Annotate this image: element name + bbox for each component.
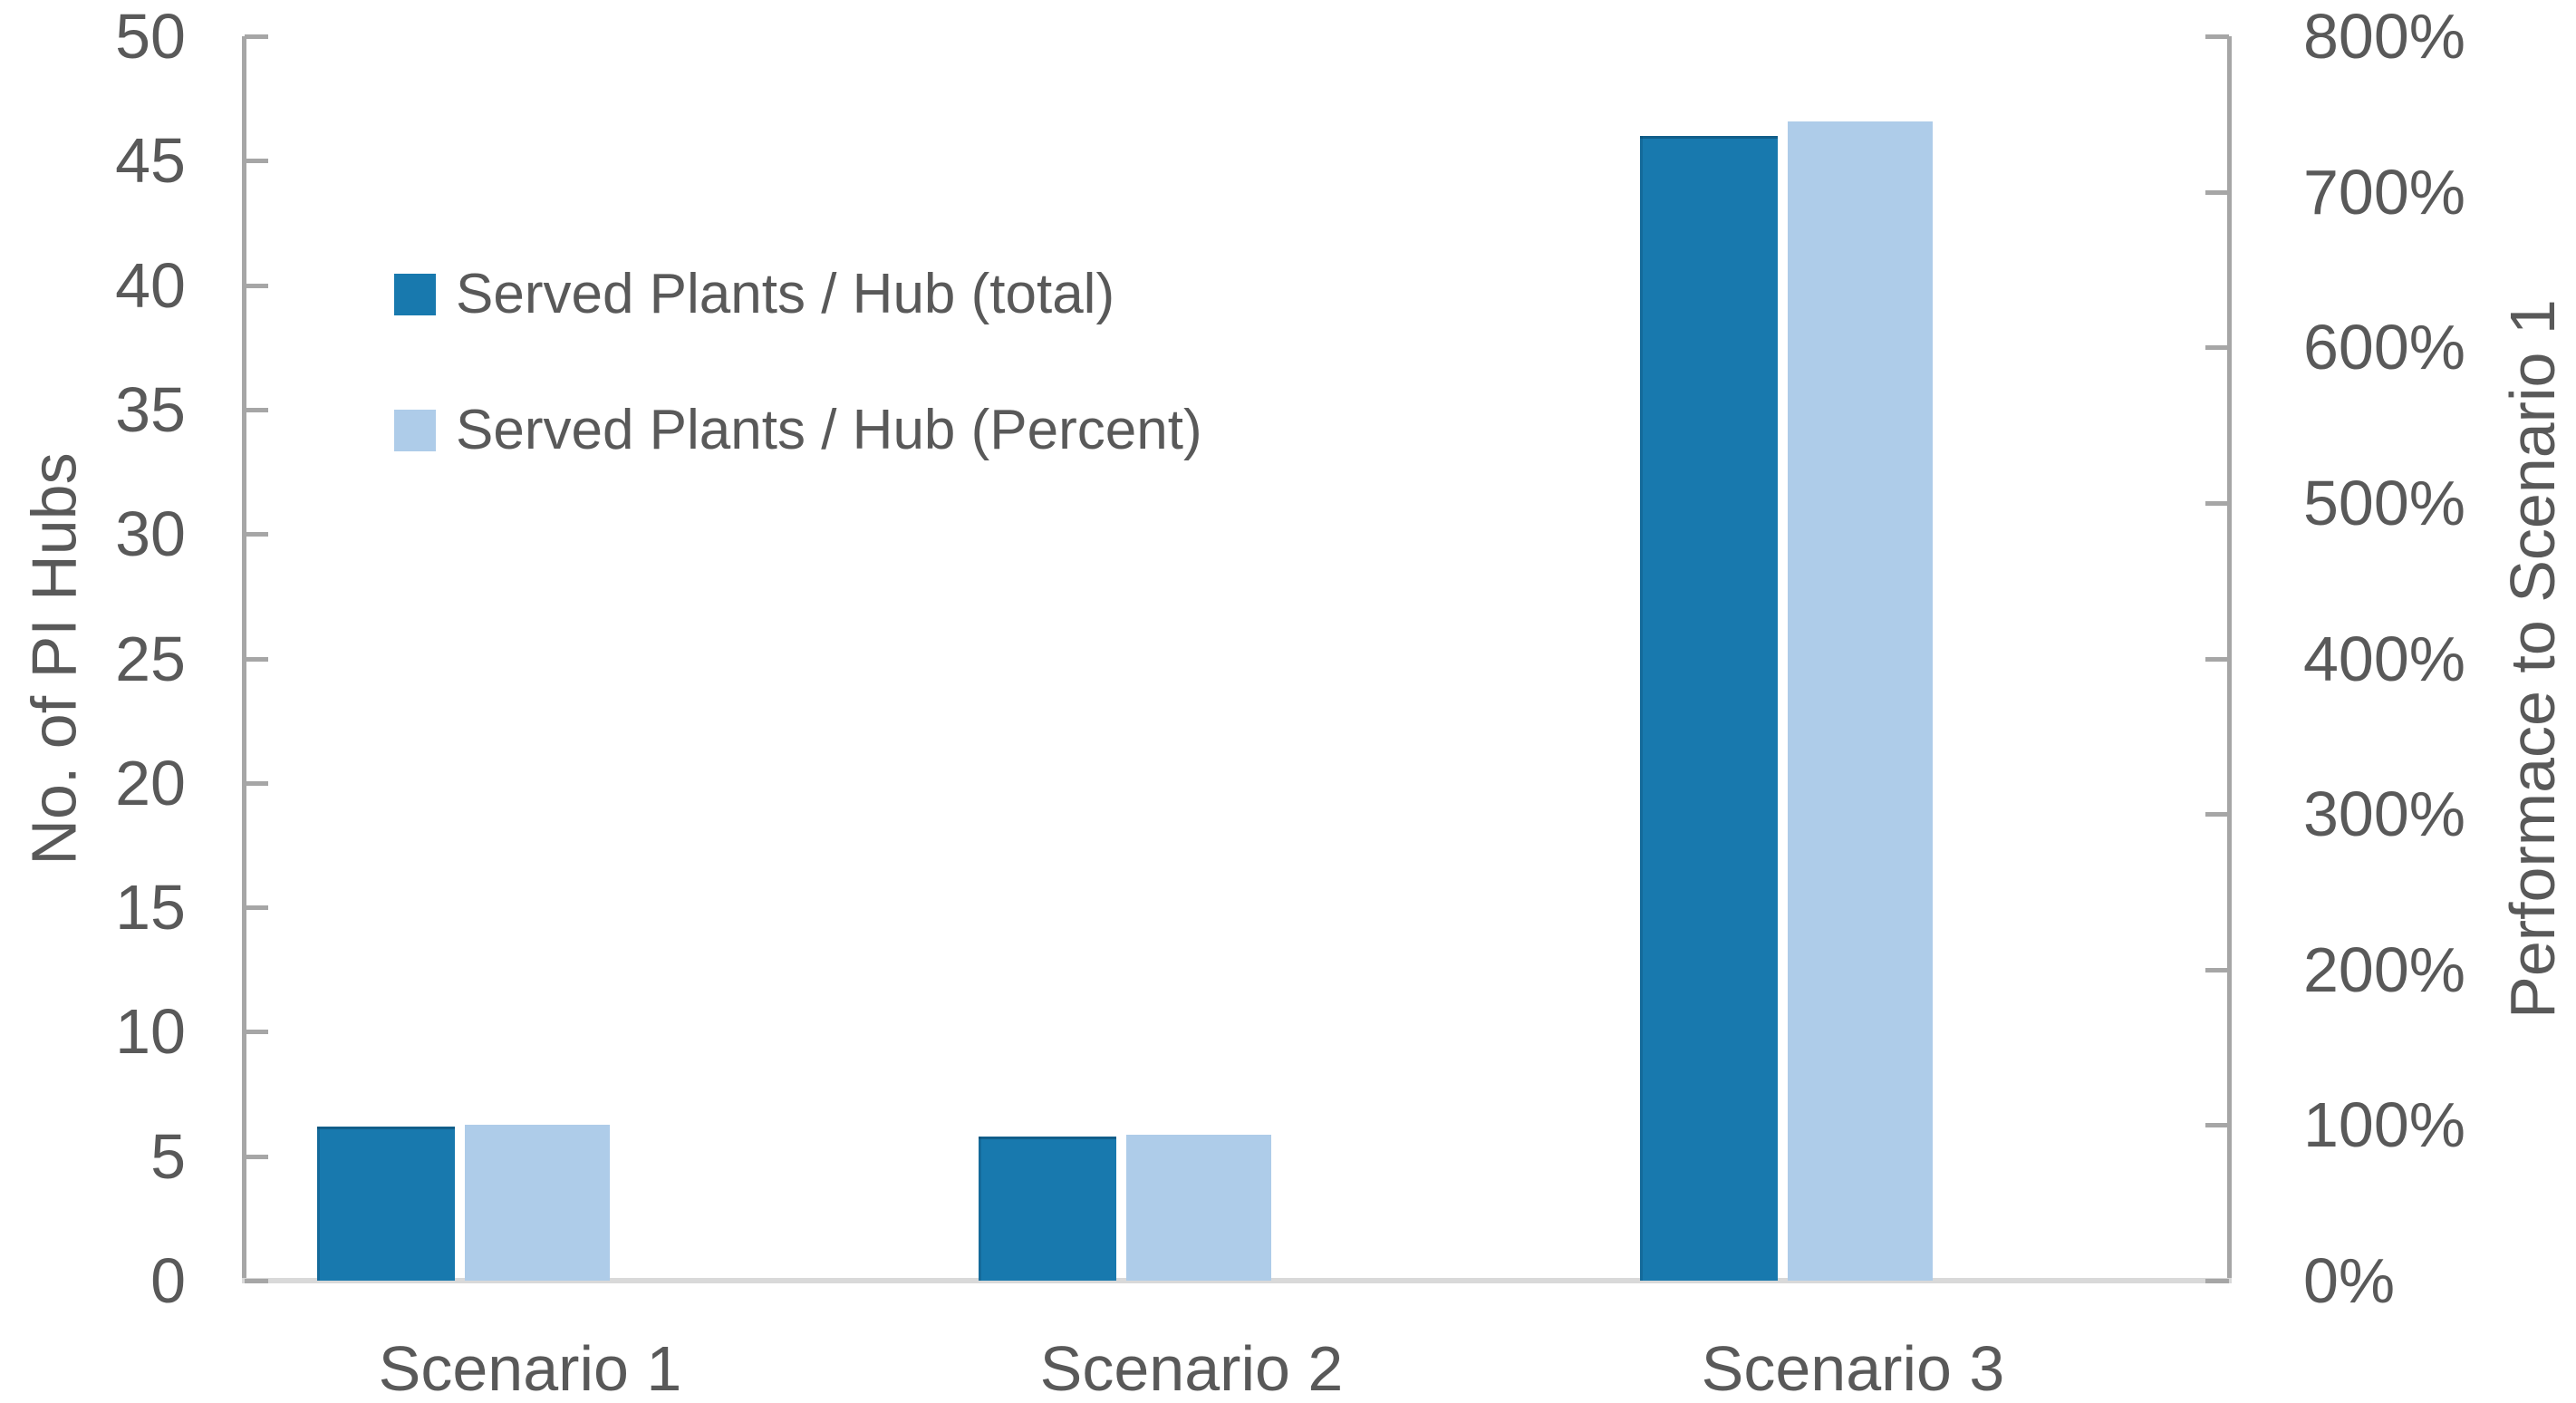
left-axis-line [242,36,246,1283]
left-axis-tick-label: 15 [115,872,186,943]
left-axis-tick-label: 20 [115,747,186,818]
right-axis-tick-label: 0% [2303,1245,2396,1316]
left-axis-tick-label: 45 [115,125,186,197]
right-axis-tick-mark [2205,1279,2229,1283]
left-axis-tick-mark [245,780,268,786]
right-axis-tick-mark [2205,967,2229,972]
legend-label-total: Served Plants / Hub (total) [456,263,1115,325]
right-axis-title: Performace to Scenario 1 [2497,298,2569,1019]
category-label-2: Scenario 2 [1039,1333,1344,1403]
left-axis-tick-mark [245,905,268,911]
left-axis-tick-mark [245,407,268,412]
right-axis-tick-label: 500% [2303,467,2466,538]
x-axis-baseline [242,1278,2232,1283]
legend-marker-percent-icon [394,410,436,451]
right-axis-tick-mark [2205,189,2229,195]
right-axis-tick-mark [2205,1123,2229,1128]
left-axis-tick-label: 35 [115,373,186,445]
left-axis-tick-mark [245,283,268,288]
right-axis-line [2227,36,2232,1283]
bar-total-3 [1640,135,1778,1281]
right-axis-tick-label: 200% [2303,934,2466,1005]
category-label-3: Scenario 3 [1701,1333,2005,1403]
left-axis-tick-mark [245,159,268,164]
bar-percent-2 [1126,1134,1271,1281]
right-axis-tick-mark [2205,345,2229,351]
right-axis-tick-mark [2205,812,2229,818]
right-axis-tick-label: 100% [2303,1089,2466,1161]
left-axis-tick-mark [245,532,268,537]
right-axis-tick-label: 600% [2303,312,2466,383]
left-axis-tick-label: 30 [115,498,186,570]
legend-marker-total-icon [394,274,436,315]
category-label-1: Scenario 1 [378,1333,682,1403]
right-axis-tick-label: 400% [2303,623,2466,694]
bar-total-2 [979,1136,1116,1281]
right-axis-tick-mark [2205,34,2229,39]
left-axis-tick-label: 10 [115,996,186,1068]
left-axis-tick-mark [245,1279,268,1283]
right-axis-tick-label: 800% [2303,1,2466,72]
left-axis-tick-label: 50 [115,1,186,72]
left-axis-tick-mark [245,656,268,662]
bar-total-1 [317,1126,455,1281]
left-axis-tick-label: 40 [115,249,186,321]
bar-percent-1 [465,1125,610,1281]
right-axis-tick-label: 700% [2303,156,2466,227]
left-axis-tick-mark [245,1154,268,1159]
right-axis-tick-label: 300% [2303,779,2466,850]
left-axis-tick-label: 25 [115,623,186,694]
right-axis-tick-mark [2205,656,2229,662]
legend-label-percent: Served Plants / Hub (Percent) [456,399,1202,461]
bar-percent-3 [1788,121,1933,1281]
left-axis-tick-label: 0 [150,1245,186,1316]
right-axis-title-wrap: Performace to Scenario 1 [2478,36,2576,1281]
right-axis-tick-mark [2205,500,2229,506]
legend-item-percent: Served Plants / Hub (Percent) [394,394,1202,467]
left-axis-tick-label: 5 [150,1120,186,1192]
legend-item-total: Served Plants / Hub (total) [394,258,1114,331]
left-axis-tick-mark [245,34,268,39]
left-axis-tick-mark [245,1030,268,1035]
